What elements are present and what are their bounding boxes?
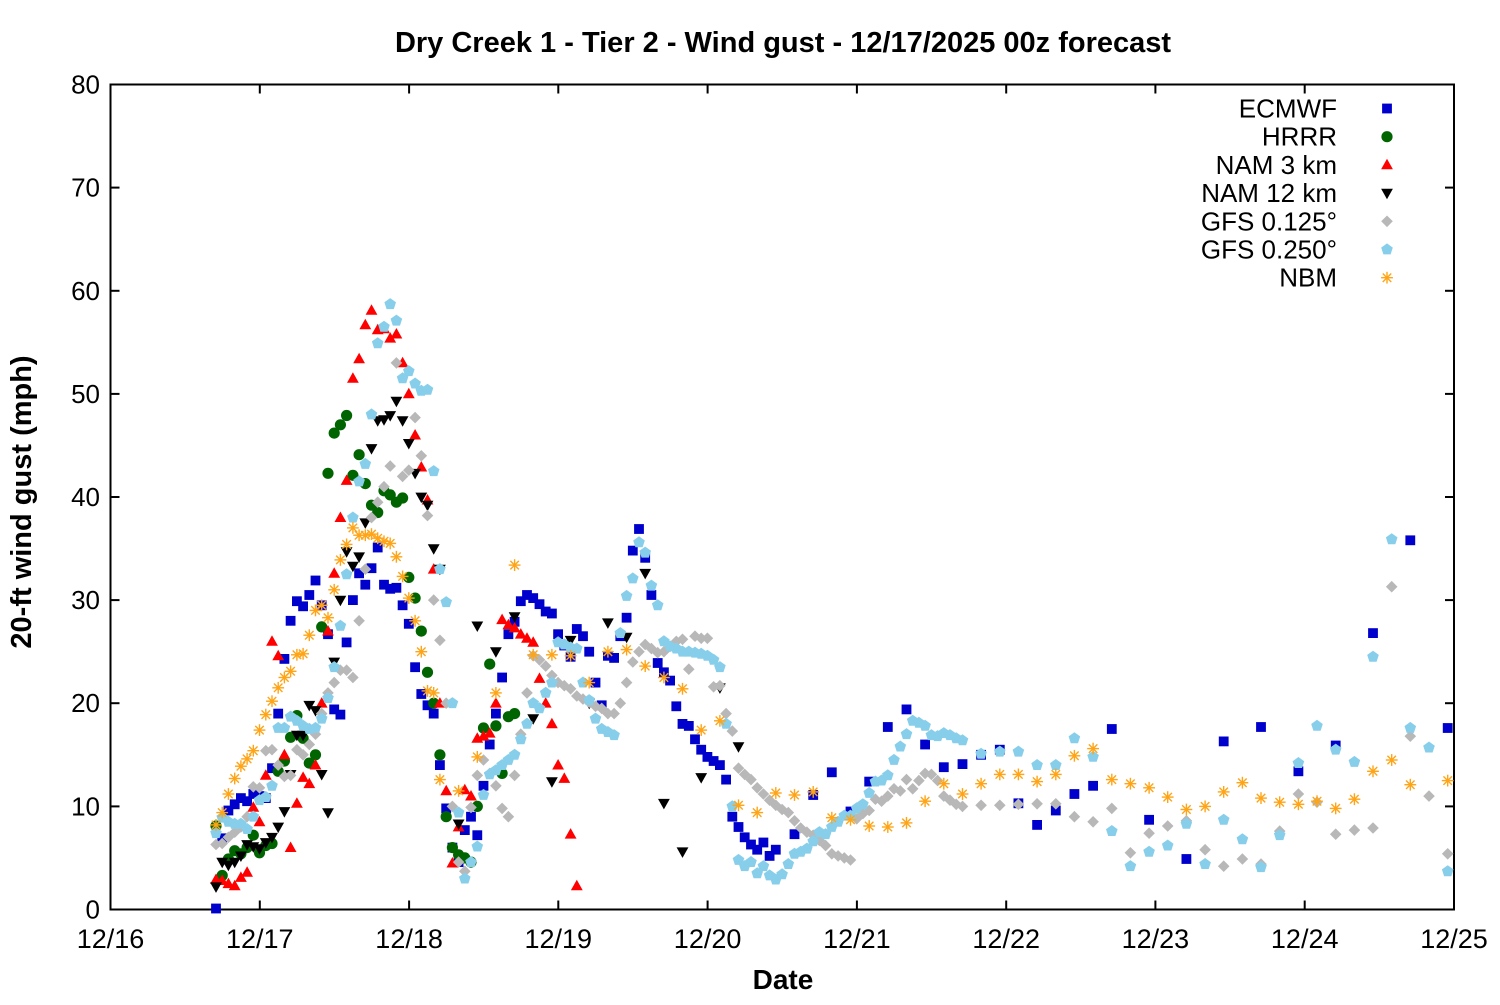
svg-text:12/17: 12/17 <box>226 924 294 954</box>
svg-text:HRRR: HRRR <box>1262 122 1337 152</box>
svg-text:12/20: 12/20 <box>674 924 742 954</box>
svg-text:20: 20 <box>71 688 100 718</box>
svg-text:70: 70 <box>71 173 100 203</box>
svg-text:Date: Date <box>753 964 814 995</box>
svg-text:10: 10 <box>71 791 100 821</box>
svg-text:ECMWF: ECMWF <box>1239 94 1337 124</box>
svg-text:40: 40 <box>71 482 100 512</box>
svg-text:12/24: 12/24 <box>1271 924 1339 954</box>
svg-text:NBM: NBM <box>1279 263 1337 293</box>
svg-text:GFS 0.125°: GFS 0.125° <box>1201 206 1337 236</box>
svg-text:30: 30 <box>71 585 100 615</box>
svg-text:12/21: 12/21 <box>823 924 891 954</box>
svg-text:12/23: 12/23 <box>1122 924 1190 954</box>
svg-text:Dry Creek 1 - Tier 2 - Wind gu: Dry Creek 1 - Tier 2 - Wind gust - 12/17… <box>395 27 1171 59</box>
svg-text:NAM 12 km: NAM 12 km <box>1201 178 1337 208</box>
svg-text:12/25: 12/25 <box>1420 924 1488 954</box>
svg-text:20-ft wind gust (mph): 20-ft wind gust (mph) <box>6 355 38 648</box>
svg-text:12/16: 12/16 <box>77 924 145 954</box>
svg-text:60: 60 <box>71 276 100 306</box>
svg-text:12/19: 12/19 <box>525 924 593 954</box>
svg-text:12/22: 12/22 <box>972 924 1040 954</box>
svg-text:50: 50 <box>71 379 100 409</box>
svg-text:12/18: 12/18 <box>375 924 443 954</box>
svg-text:NAM 3 km: NAM 3 km <box>1216 150 1337 180</box>
svg-text:GFS 0.250°: GFS 0.250° <box>1201 235 1337 265</box>
svg-text:80: 80 <box>71 70 100 100</box>
svg-text:0: 0 <box>86 895 100 925</box>
